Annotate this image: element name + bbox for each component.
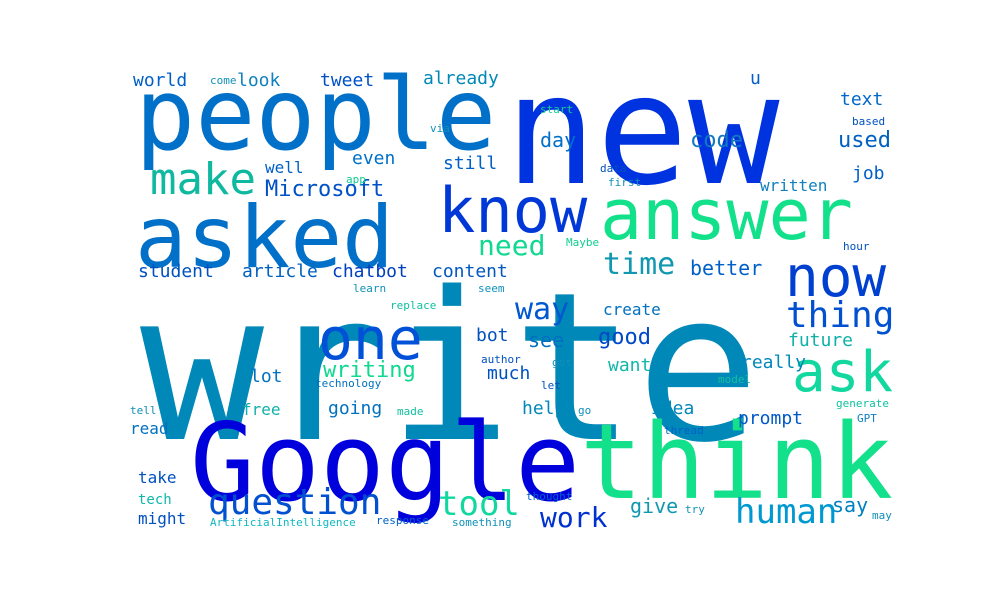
word-replace: replace [390, 299, 437, 312]
word-new: new [505, 42, 780, 219]
word-article: article [242, 261, 318, 282]
word-code: code [690, 128, 743, 153]
word-based: based [852, 115, 886, 128]
word-bot: bot [476, 325, 509, 346]
word-think: think [580, 401, 894, 523]
word-tweet: tweet [320, 70, 375, 91]
word-ask: ask [792, 340, 894, 405]
word-even: even [352, 148, 396, 169]
word-write: write [140, 248, 761, 488]
word-response: response [376, 514, 429, 527]
word-much: much [487, 363, 531, 384]
word-create: create [603, 300, 661, 319]
word-people: people [135, 56, 497, 173]
word-student: student [138, 261, 214, 282]
word-try: try [685, 503, 705, 516]
word-let: let [541, 379, 561, 392]
word-question: question [208, 482, 382, 523]
word-come: come [210, 74, 237, 87]
word-something: something [452, 516, 512, 529]
word-well: well [265, 158, 304, 177]
word-model: model [718, 373, 752, 386]
word-way: way [515, 292, 570, 327]
word-learn: learn [353, 282, 387, 295]
word-got: got [552, 356, 572, 369]
word-app: app [346, 173, 366, 186]
word-thing: thing [786, 295, 895, 336]
word-technology: technology [315, 377, 382, 390]
word-written: written [760, 176, 828, 195]
word-asked: asked [135, 188, 394, 288]
word-generate: generate [836, 397, 889, 410]
word-made: made [397, 405, 424, 418]
word-writing: writing [323, 358, 416, 383]
word-time: time [603, 247, 676, 282]
word-know: know [438, 174, 588, 247]
word-need: need [478, 229, 546, 262]
word-tool: tool [438, 484, 520, 524]
word-thread: thread [664, 424, 704, 437]
word-take: take [138, 468, 177, 487]
word-lot: lot [250, 366, 283, 387]
word-go: go [578, 404, 592, 417]
word-answer: answer [600, 174, 853, 256]
word-work: work [540, 501, 608, 534]
word-human: human [735, 492, 838, 532]
word-say: say [832, 493, 869, 517]
word-used: used [838, 128, 891, 153]
word-good: good [598, 325, 651, 350]
word-job: job [852, 163, 885, 184]
word-u: u [750, 68, 761, 89]
word-content: content [432, 261, 508, 282]
word-may: may [872, 509, 892, 522]
word-going: going [328, 398, 383, 419]
word-might: might [138, 509, 187, 528]
word-read: read [130, 419, 169, 438]
word-tech: tech [138, 492, 172, 508]
word-start: start [540, 103, 574, 116]
word-microsoft: Microsoft [265, 177, 385, 202]
word-hour: hour [843, 240, 870, 253]
word-help: help [522, 398, 566, 419]
word-artificialintelligence: ArtificialIntelligence [210, 516, 356, 529]
word-thought: thought [526, 490, 573, 503]
word-tell: tell [130, 404, 157, 417]
word-world: world [133, 70, 188, 91]
word-already: already [423, 68, 499, 89]
word-seem: seem [478, 282, 505, 295]
word-make: make [150, 154, 256, 205]
word-free: free [242, 400, 281, 419]
word-chatbot: chatbot [332, 261, 408, 282]
word-future: future [788, 330, 854, 351]
word-gpt: GPT [857, 412, 877, 425]
word-better: better [690, 256, 763, 280]
word-idea: idea [651, 398, 695, 419]
word-day: day [540, 128, 577, 152]
word-data: data [600, 162, 627, 175]
word-now: now [785, 245, 887, 310]
word-really: really [741, 352, 807, 373]
word-give: give [630, 494, 679, 518]
word-still: still [443, 153, 498, 174]
word-look: look [237, 70, 281, 91]
word-first: first [608, 176, 642, 189]
word-maybe: Maybe [566, 236, 600, 249]
word-want: want [608, 355, 652, 376]
word-google: Google [190, 401, 581, 526]
word-see: see [528, 328, 565, 352]
word-via: via [430, 122, 450, 135]
word-text: text [840, 89, 884, 110]
word-one: one [318, 305, 423, 373]
word-author: author [481, 353, 521, 366]
word-prompt: prompt [738, 408, 804, 429]
